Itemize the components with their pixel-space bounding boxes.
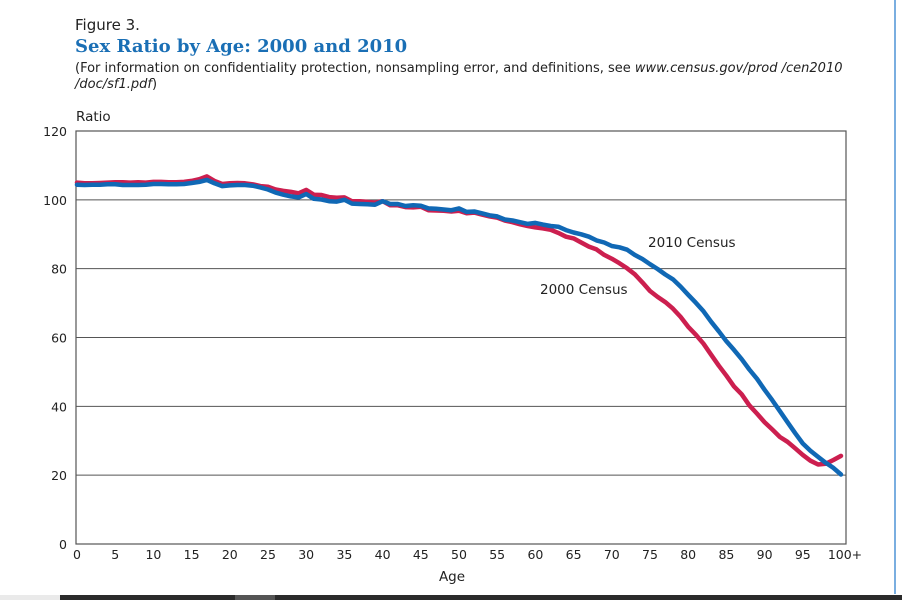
x-tick-label: 55: [489, 547, 505, 562]
scrollbar-thumb[interactable]: [235, 595, 275, 600]
x-tick-label: 50: [451, 547, 467, 562]
series-label-2010-census: 2010 Census: [648, 235, 736, 251]
y-axis-ticks: 0 20 40 60 80 100 120: [43, 124, 67, 552]
page-edge-rule: [894, 0, 896, 594]
y-axis-label: Ratio: [76, 109, 111, 125]
series-label-2000-census: 2000 Census: [540, 282, 628, 298]
x-tick-label: 10: [145, 547, 161, 562]
x-tick-label: 60: [527, 547, 543, 562]
scrollbar-track-start: [0, 595, 60, 600]
x-tick-label: 5: [111, 547, 119, 562]
y-tick-label: 100: [43, 193, 67, 208]
y-tick-label: 80: [51, 262, 67, 277]
x-axis-label: Age: [439, 569, 465, 585]
x-tick-label: 35: [336, 547, 352, 562]
note-suffix: ): [151, 77, 158, 92]
figure-label: Figure 3.: [75, 16, 140, 34]
x-tick-label: 70: [604, 547, 620, 562]
x-tick-label: 75: [642, 547, 658, 562]
chart-note: (For information on confidentiality prot…: [75, 61, 855, 93]
x-tick-label: 40: [375, 547, 391, 562]
y-tick-label: 20: [51, 468, 67, 483]
y-tick-label: 40: [51, 399, 67, 414]
note-link: www.census.gov/prod /cen2010 /doc/sf1.pd…: [75, 61, 843, 92]
x-tick-label: 80: [680, 547, 696, 562]
chart-title: Sex Ratio by Age: 2000 and 2010: [75, 36, 408, 57]
y-tick-label: 60: [51, 331, 67, 346]
x-tick-label: 85: [718, 547, 734, 562]
x-tick-label: 45: [413, 547, 429, 562]
x-tick-label: 15: [184, 547, 200, 562]
x-tick-label: 0: [73, 547, 81, 562]
x-axis-ticks: 0 5 10 15 20 25 30 35 40 45 50 55 60 65 70 75 80 85 90 95 10…: [73, 547, 862, 562]
series-lines: [74, 174, 844, 477]
x-tick-label: 25: [260, 547, 276, 562]
bottom-scrollbar[interactable]: [0, 595, 902, 600]
x-tick-label: 20: [222, 547, 238, 562]
series-line-2000-census: [74, 174, 844, 467]
note-prefix: (For information on confidentiality prot…: [75, 61, 635, 76]
y-tick-label: 120: [43, 124, 67, 139]
plot-frame: [75, 130, 847, 545]
x-tick-label: 100+: [828, 547, 862, 562]
x-tick-label: 90: [757, 547, 773, 562]
x-tick-label: 95: [795, 547, 811, 562]
x-tick-label: 65: [566, 547, 582, 562]
x-tick-label: 30: [298, 547, 314, 562]
series-line-2010-census: [74, 177, 844, 477]
y-tick-label: 0: [59, 537, 67, 552]
gridlines: [76, 199, 846, 476]
